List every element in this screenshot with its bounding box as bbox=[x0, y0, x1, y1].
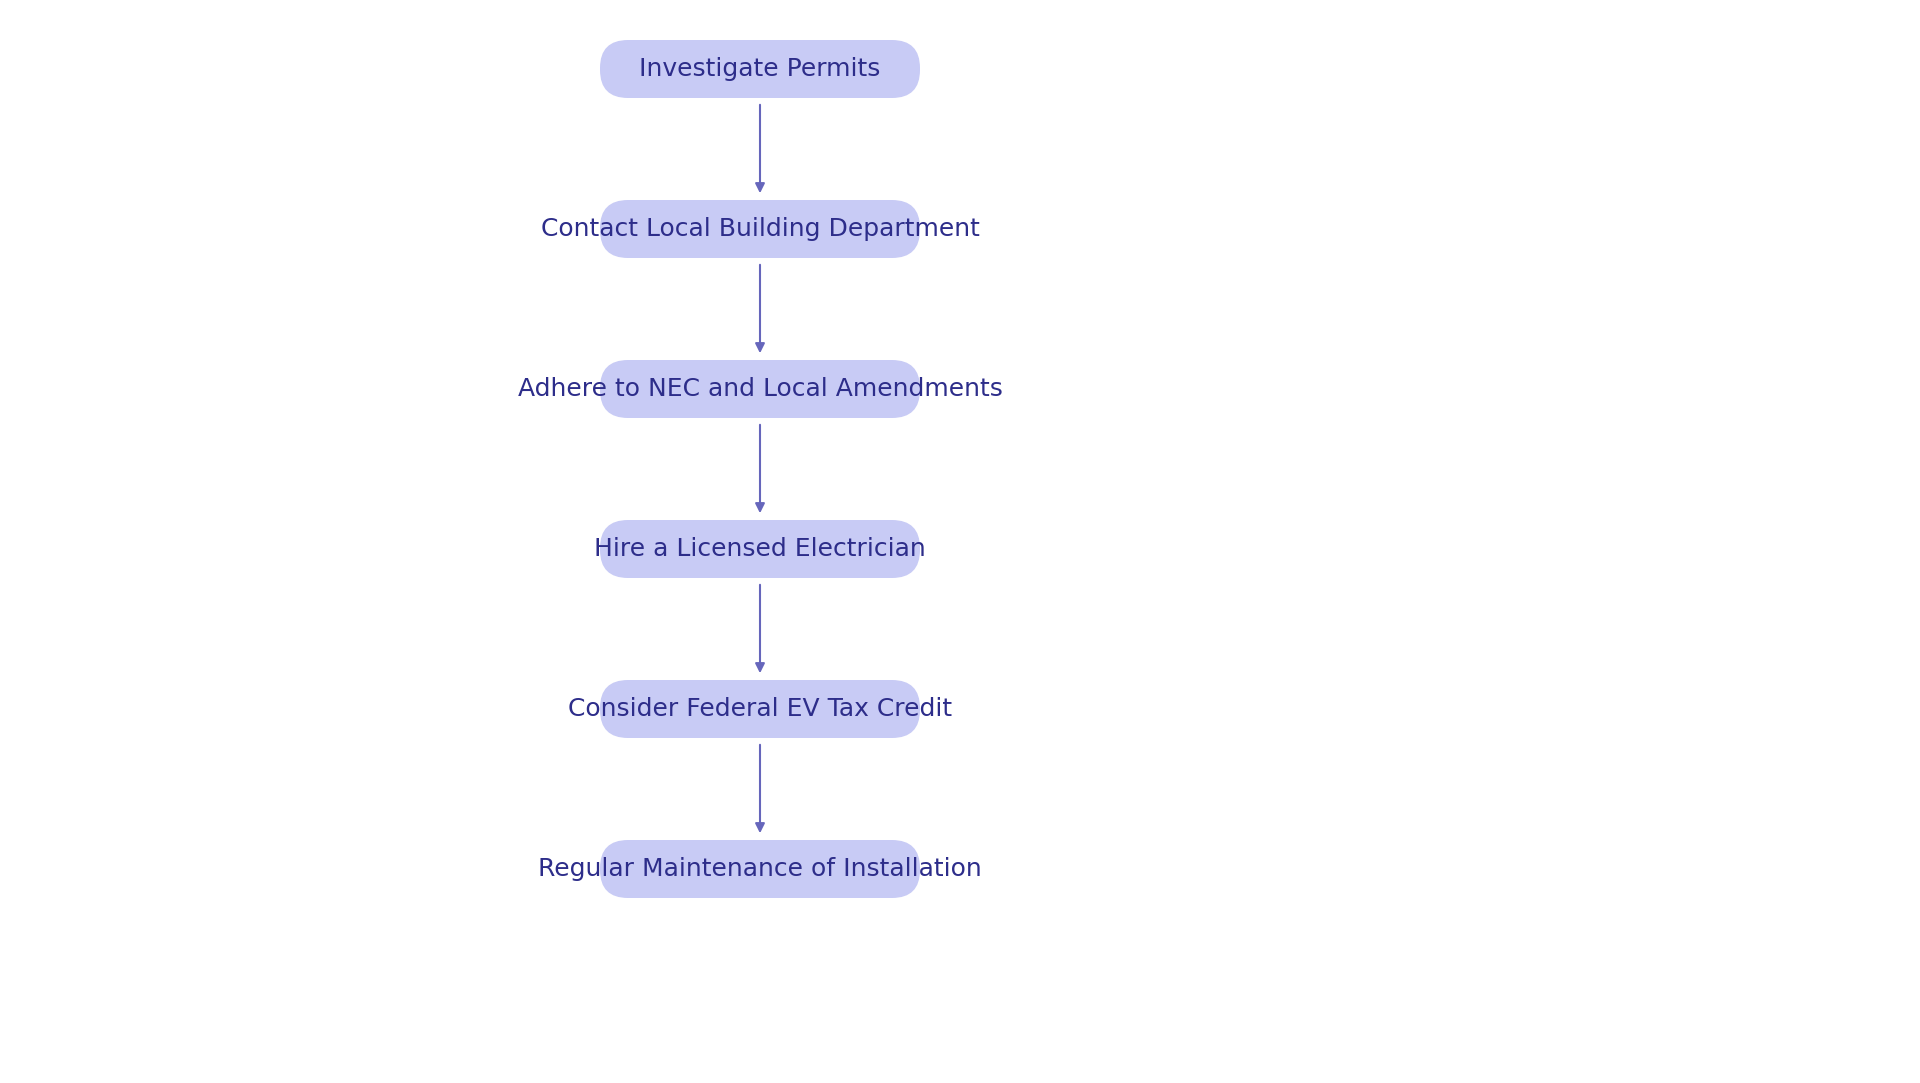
FancyBboxPatch shape bbox=[599, 520, 920, 578]
Text: Contact Local Building Department: Contact Local Building Department bbox=[541, 217, 979, 242]
FancyBboxPatch shape bbox=[599, 840, 920, 898]
Text: Adhere to NEC and Local Amendments: Adhere to NEC and Local Amendments bbox=[518, 377, 1002, 401]
FancyBboxPatch shape bbox=[599, 680, 920, 738]
Text: Consider Federal EV Tax Credit: Consider Federal EV Tax Credit bbox=[568, 697, 952, 721]
FancyBboxPatch shape bbox=[599, 40, 920, 97]
Text: Hire a Licensed Electrician: Hire a Licensed Electrician bbox=[593, 537, 925, 561]
FancyBboxPatch shape bbox=[599, 360, 920, 418]
Text: Investigate Permits: Investigate Permits bbox=[639, 57, 881, 81]
FancyBboxPatch shape bbox=[599, 200, 920, 258]
Text: Regular Maintenance of Installation: Regular Maintenance of Installation bbox=[538, 857, 981, 880]
